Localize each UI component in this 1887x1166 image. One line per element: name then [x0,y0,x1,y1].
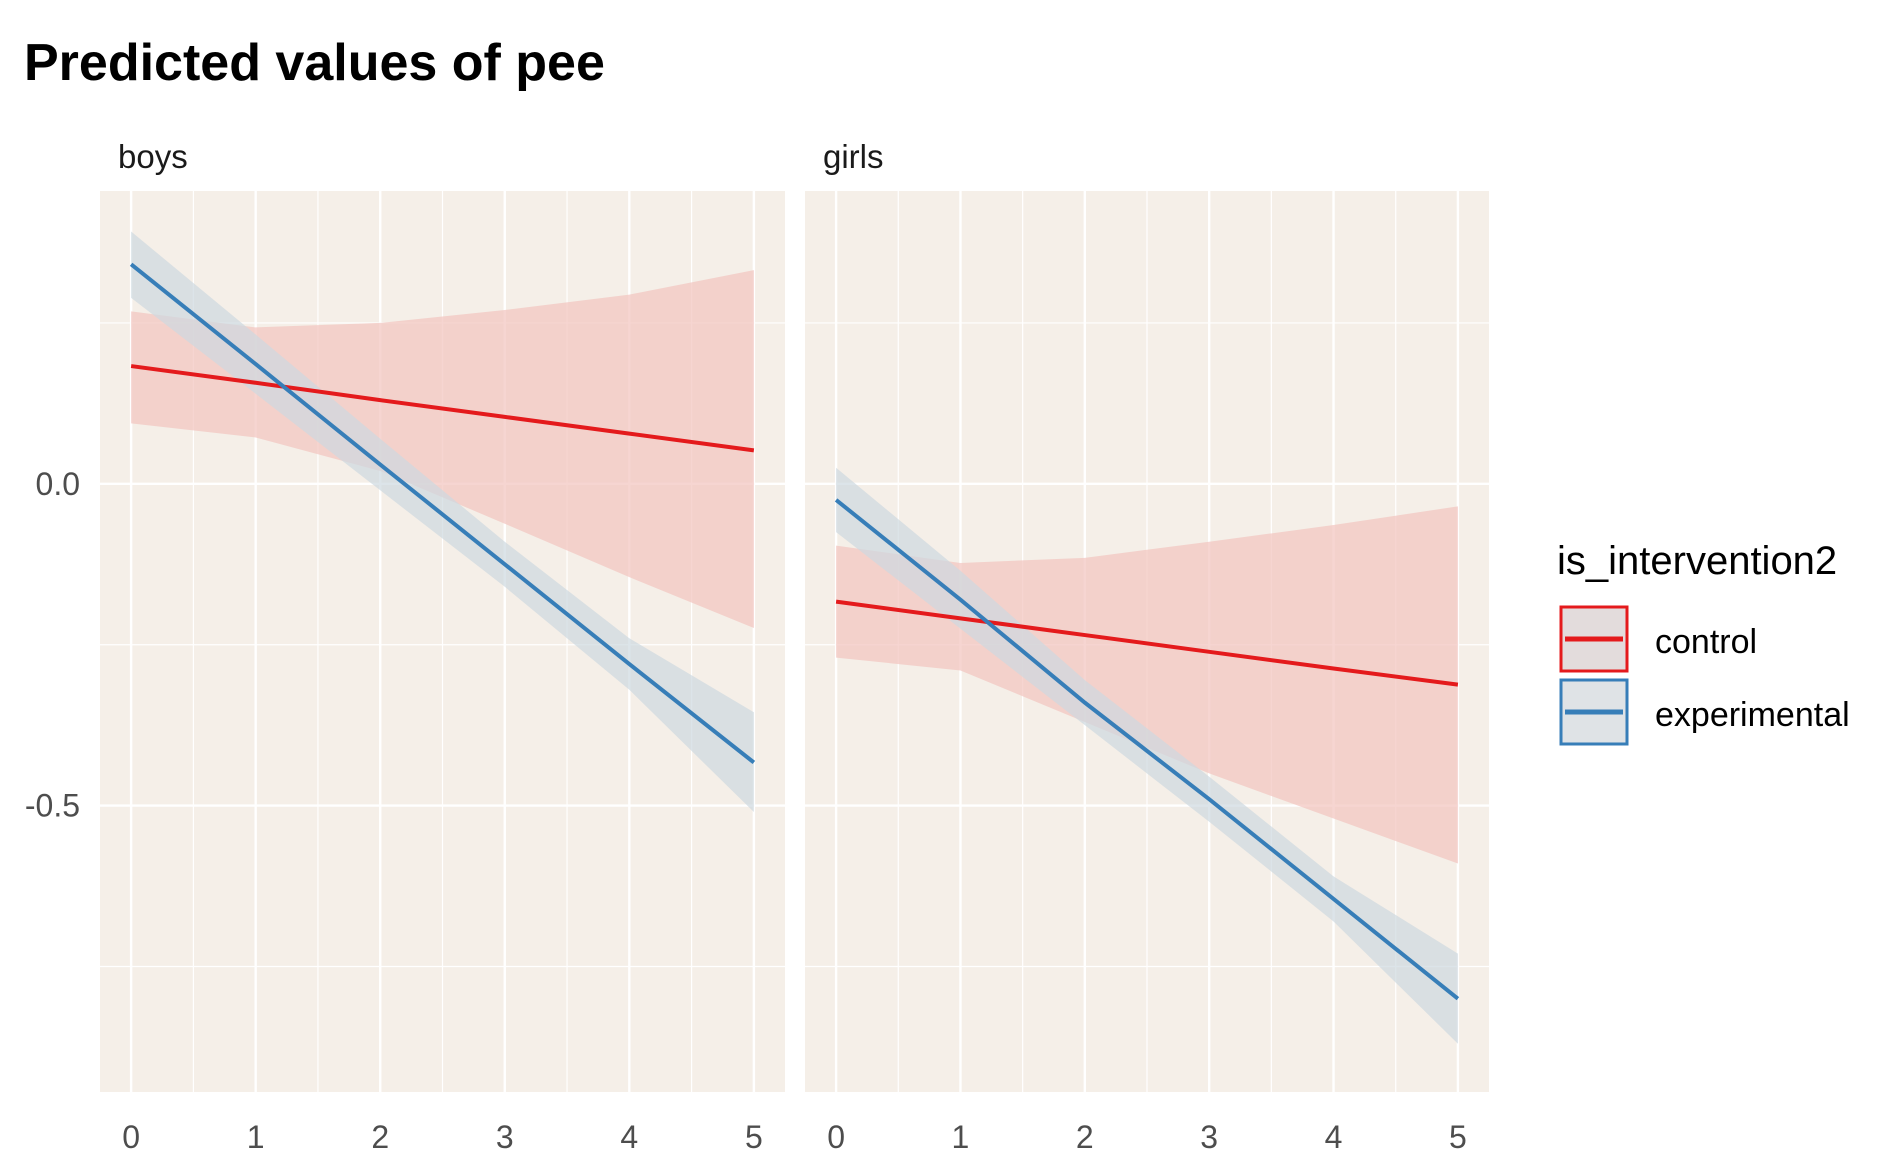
x-tick-label-boys-1: 1 [247,1119,265,1155]
x-tick-label-girls-1: 1 [952,1119,970,1155]
y-axis-ticks: 0.0 -0.5 [25,466,80,824]
x-tick-label-boys-3: 3 [496,1119,514,1155]
confidence-band-girls-control [836,506,1458,864]
series-line-boys-experimental [129,262,756,765]
series-line-boys-control [130,364,755,453]
x-tick-label-boys-4: 4 [620,1119,638,1155]
facet-strip-label-girls: girls [823,138,884,175]
y-tick-label-0: 0.0 [36,466,80,502]
series-line-girls-experimental [834,498,1460,1001]
x-tick-label-girls-0: 0 [827,1119,845,1155]
prediction-lines-girls [834,498,1460,1001]
facet-boys: boys 0 1 2 3 4 5 [100,138,785,1155]
legend-label-experimental: experimental [1655,696,1850,734]
y-tick-label-1: -0.5 [25,788,80,824]
legend-title: is_intervention2 [1557,539,1837,583]
x-axis-ticks-boys: 0 1 2 3 4 5 [122,1119,763,1155]
facet-girls: girls 0 1 2 3 4 5 [805,138,1489,1155]
x-tick-label-girls-4: 4 [1325,1119,1343,1155]
x-tick-label-girls-5: 5 [1449,1119,1467,1155]
x-axis-ticks-girls: 0 1 2 3 4 5 [827,1119,1467,1155]
x-tick-label-girls-3: 3 [1200,1119,1218,1155]
legend: is_intervention2 control experimental [1557,539,1850,746]
chart-title: Predicted values of pee [24,34,605,92]
legend-item-experimental: experimental [1559,678,1850,746]
legend-item-control: control [1559,605,1757,673]
x-tick-label-boys-0: 0 [122,1119,140,1155]
confidence-band-boys-control [131,270,754,628]
x-tick-label-boys-2: 2 [371,1119,389,1155]
series-line-girls-control [835,599,1459,687]
facet-strip-label-boys: boys [118,138,188,175]
confidence-bands-girls [836,467,1458,1044]
confidence-band-boys-experimental [131,231,754,813]
legend-label-control: control [1655,623,1757,661]
confidence-band-girls-experimental [836,467,1458,1044]
x-tick-label-boys-5: 5 [745,1119,763,1155]
x-tick-label-girls-2: 2 [1076,1119,1094,1155]
prediction-lines-boys [129,262,756,765]
confidence-bands-boys [131,231,754,813]
